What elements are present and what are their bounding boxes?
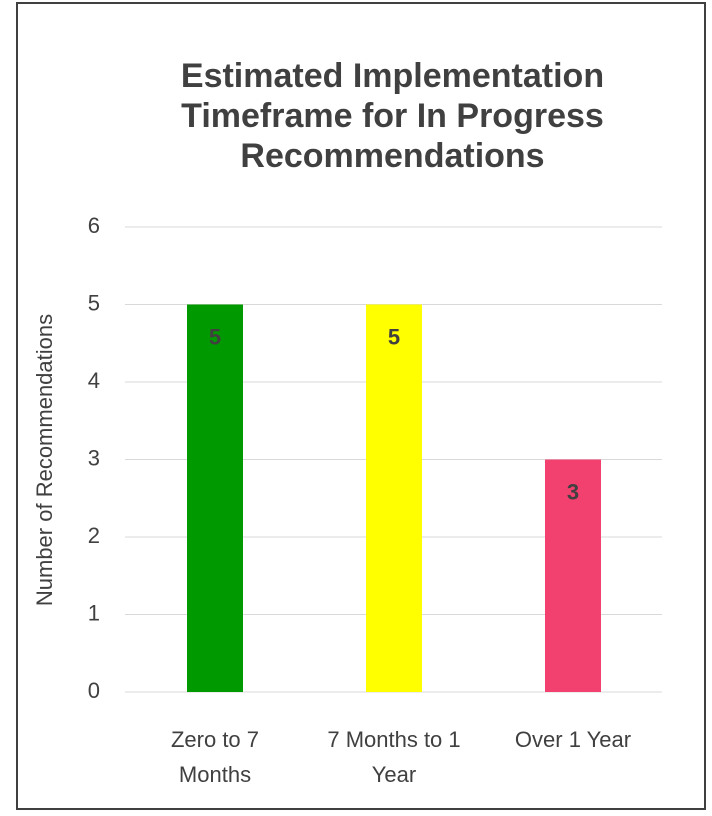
data-label: 5 <box>388 324 400 349</box>
chart-frame <box>16 2 706 810</box>
y-tick-label: 0 <box>88 678 100 703</box>
data-label: 3 <box>567 479 579 504</box>
y-axis-label: Number of Recommendations <box>32 314 57 606</box>
y-tick-label: 3 <box>88 445 100 470</box>
x-tick-label: Over 1 Year <box>514 727 632 752</box>
chart-title: Estimated Implementation Timeframe for I… <box>180 57 605 175</box>
bar <box>187 304 243 692</box>
y-tick-label: 6 <box>88 213 100 238</box>
y-tick-label: 5 <box>88 290 100 315</box>
bar <box>545 459 601 692</box>
data-label: 5 <box>209 324 221 349</box>
y-tick-label: 1 <box>88 600 100 625</box>
y-tick-label: 4 <box>88 368 100 393</box>
x-tick-label: Zero to 7 Months <box>170 727 260 787</box>
bar <box>366 304 422 692</box>
x-tick-label: 7 Months to 1 Year <box>327 727 461 787</box>
y-tick-label: 2 <box>88 523 100 548</box>
